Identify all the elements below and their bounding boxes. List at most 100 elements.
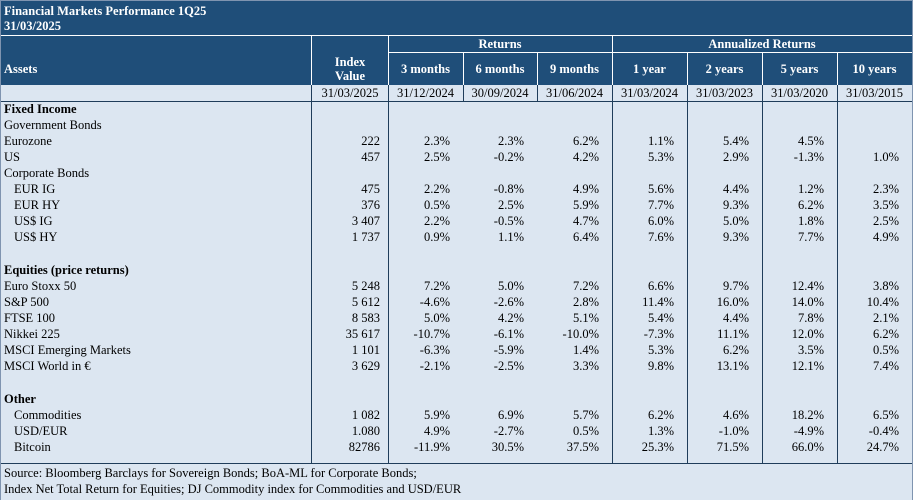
return-cell: 0.5% <box>872 343 899 357</box>
return-cell: 1.0% <box>872 150 899 164</box>
date-header: 31/03/2015 <box>846 86 903 100</box>
return-cell: 6.5% <box>872 408 899 422</box>
return-cell: 5.9% <box>572 198 599 212</box>
index-value-cell: 5 248 <box>351 279 380 293</box>
return-cell: -1.3% <box>793 150 824 164</box>
return-cell: -0.4% <box>868 424 899 438</box>
return-cell: 2.2% <box>423 214 450 228</box>
title-bar: Financial Markets Performance 1Q25 31/03… <box>1 1 912 35</box>
return-cell: -2.5% <box>493 359 524 373</box>
return-cell: 7.7% <box>797 230 824 244</box>
return-cell: 2.3% <box>497 134 524 148</box>
assets-header: Assets <box>4 62 38 76</box>
return-cell: 5.3% <box>647 150 674 164</box>
return-cell: 9.3% <box>722 198 749 212</box>
footnote-line1: Source: Bloomberg Barclays for Sovereign… <box>4 466 417 480</box>
column-divider <box>762 102 763 463</box>
returns-group-header: Returns <box>478 37 522 51</box>
index-value-header-line1: Index <box>334 55 366 69</box>
index-value-cell: 222 <box>361 134 380 148</box>
date-header: 30/09/2024 <box>471 86 529 100</box>
return-cell: 2.1% <box>872 311 899 325</box>
period-header: 2 years <box>705 62 744 76</box>
return-cell: 0.9% <box>423 230 450 244</box>
column-divider <box>612 102 613 463</box>
source-footnote: Source: Bloomberg Barclays for Sovereign… <box>1 463 912 500</box>
section-title: Equities (price returns) <box>4 263 129 277</box>
index-value-cell: 3 629 <box>351 359 380 373</box>
return-cell: 2.8% <box>572 295 599 309</box>
return-cell: -5.9% <box>493 343 524 357</box>
return-cell: 24.7% <box>866 440 899 454</box>
asset-name: Eurozone <box>4 134 52 148</box>
return-cell: 5.1% <box>572 311 599 325</box>
return-cell: 7.2% <box>423 279 450 293</box>
return-cell: -6.3% <box>419 343 450 357</box>
return-cell: 14.0% <box>791 295 824 309</box>
asset-name: FTSE 100 <box>4 311 56 325</box>
group-title: Government Bonds <box>4 118 102 132</box>
asset-name: Nikkei 225 <box>4 327 60 341</box>
return-cell: -10.0% <box>562 327 599 341</box>
annualized-group-header: Annualized Returns <box>708 37 816 51</box>
asset-name: US$ HY <box>14 230 58 244</box>
index-value-cell: 1 082 <box>351 408 380 422</box>
asset-name: EUR HY <box>14 198 61 212</box>
return-cell: 5.6% <box>647 182 674 196</box>
index-value-cell: 1 737 <box>351 230 380 244</box>
return-cell: 13.1% <box>716 359 749 373</box>
return-cell: 4.6% <box>722 408 749 422</box>
column-divider <box>311 102 312 463</box>
return-cell: 5.0% <box>722 214 749 228</box>
return-cell: -7.3% <box>643 327 674 341</box>
return-cell: 10.4% <box>866 295 899 309</box>
return-cell: 9.7% <box>722 279 749 293</box>
return-cell: 11.1% <box>717 327 749 341</box>
return-cell: 66.0% <box>791 440 824 454</box>
return-cell: 5.7% <box>572 408 599 422</box>
return-cell: -11.9% <box>414 440 450 454</box>
table-date: 31/03/2025 <box>4 19 61 33</box>
footnote-line2: Index Net Total Return for Equities; DJ … <box>4 482 462 496</box>
asset-name: USD/EUR <box>14 424 68 438</box>
asset-name: US <box>4 150 20 164</box>
index-value-cell: 35 617 <box>345 327 380 341</box>
return-cell: -0.5% <box>493 214 524 228</box>
return-cell: 37.5% <box>566 440 599 454</box>
date-header: 31/06/2024 <box>546 86 603 100</box>
date-header: 31/12/2024 <box>397 86 454 100</box>
return-cell: 6.2% <box>872 327 899 341</box>
return-cell: 6.6% <box>647 279 674 293</box>
period-header: 10 years <box>852 62 897 76</box>
column-divider <box>388 102 389 463</box>
asset-name: S&P 500 <box>4 295 50 309</box>
return-cell: 7.6% <box>647 230 674 244</box>
date-header: 31/03/2020 <box>771 86 828 100</box>
return-cell: -2.1% <box>419 359 450 373</box>
asset-name: MSCI Emerging Markets <box>4 343 131 357</box>
return-cell: 3.5% <box>872 198 899 212</box>
return-cell: 6.2% <box>647 408 674 422</box>
return-cell: 1.4% <box>572 343 599 357</box>
return-cell: 4.9% <box>572 182 599 196</box>
return-cell: 1.8% <box>797 214 824 228</box>
index-value-cell: 376 <box>361 198 380 212</box>
return-cell: -6.1% <box>493 327 524 341</box>
index-value-cell: 475 <box>361 182 380 196</box>
asset-name: Commodities <box>14 408 82 422</box>
column-header-band: Assets Index Value Returns Annualized Re… <box>1 35 912 85</box>
section-title: Other <box>4 392 36 406</box>
date-header: 31/03/2023 <box>696 86 753 100</box>
asset-name: US$ IG <box>14 214 53 228</box>
return-cell: 18.2% <box>791 408 824 422</box>
return-cell: 3.8% <box>872 279 899 293</box>
return-cell: 0.5% <box>572 424 599 438</box>
return-cell: 9.8% <box>647 359 674 373</box>
return-cell: 7.4% <box>872 359 899 373</box>
return-cell: 6.9% <box>497 408 524 422</box>
return-cell: 9.3% <box>722 230 749 244</box>
return-cell: 5.0% <box>423 311 450 325</box>
return-cell: 1.2% <box>797 182 824 196</box>
column-divider <box>837 102 838 463</box>
return-cell: 6.4% <box>572 230 599 244</box>
